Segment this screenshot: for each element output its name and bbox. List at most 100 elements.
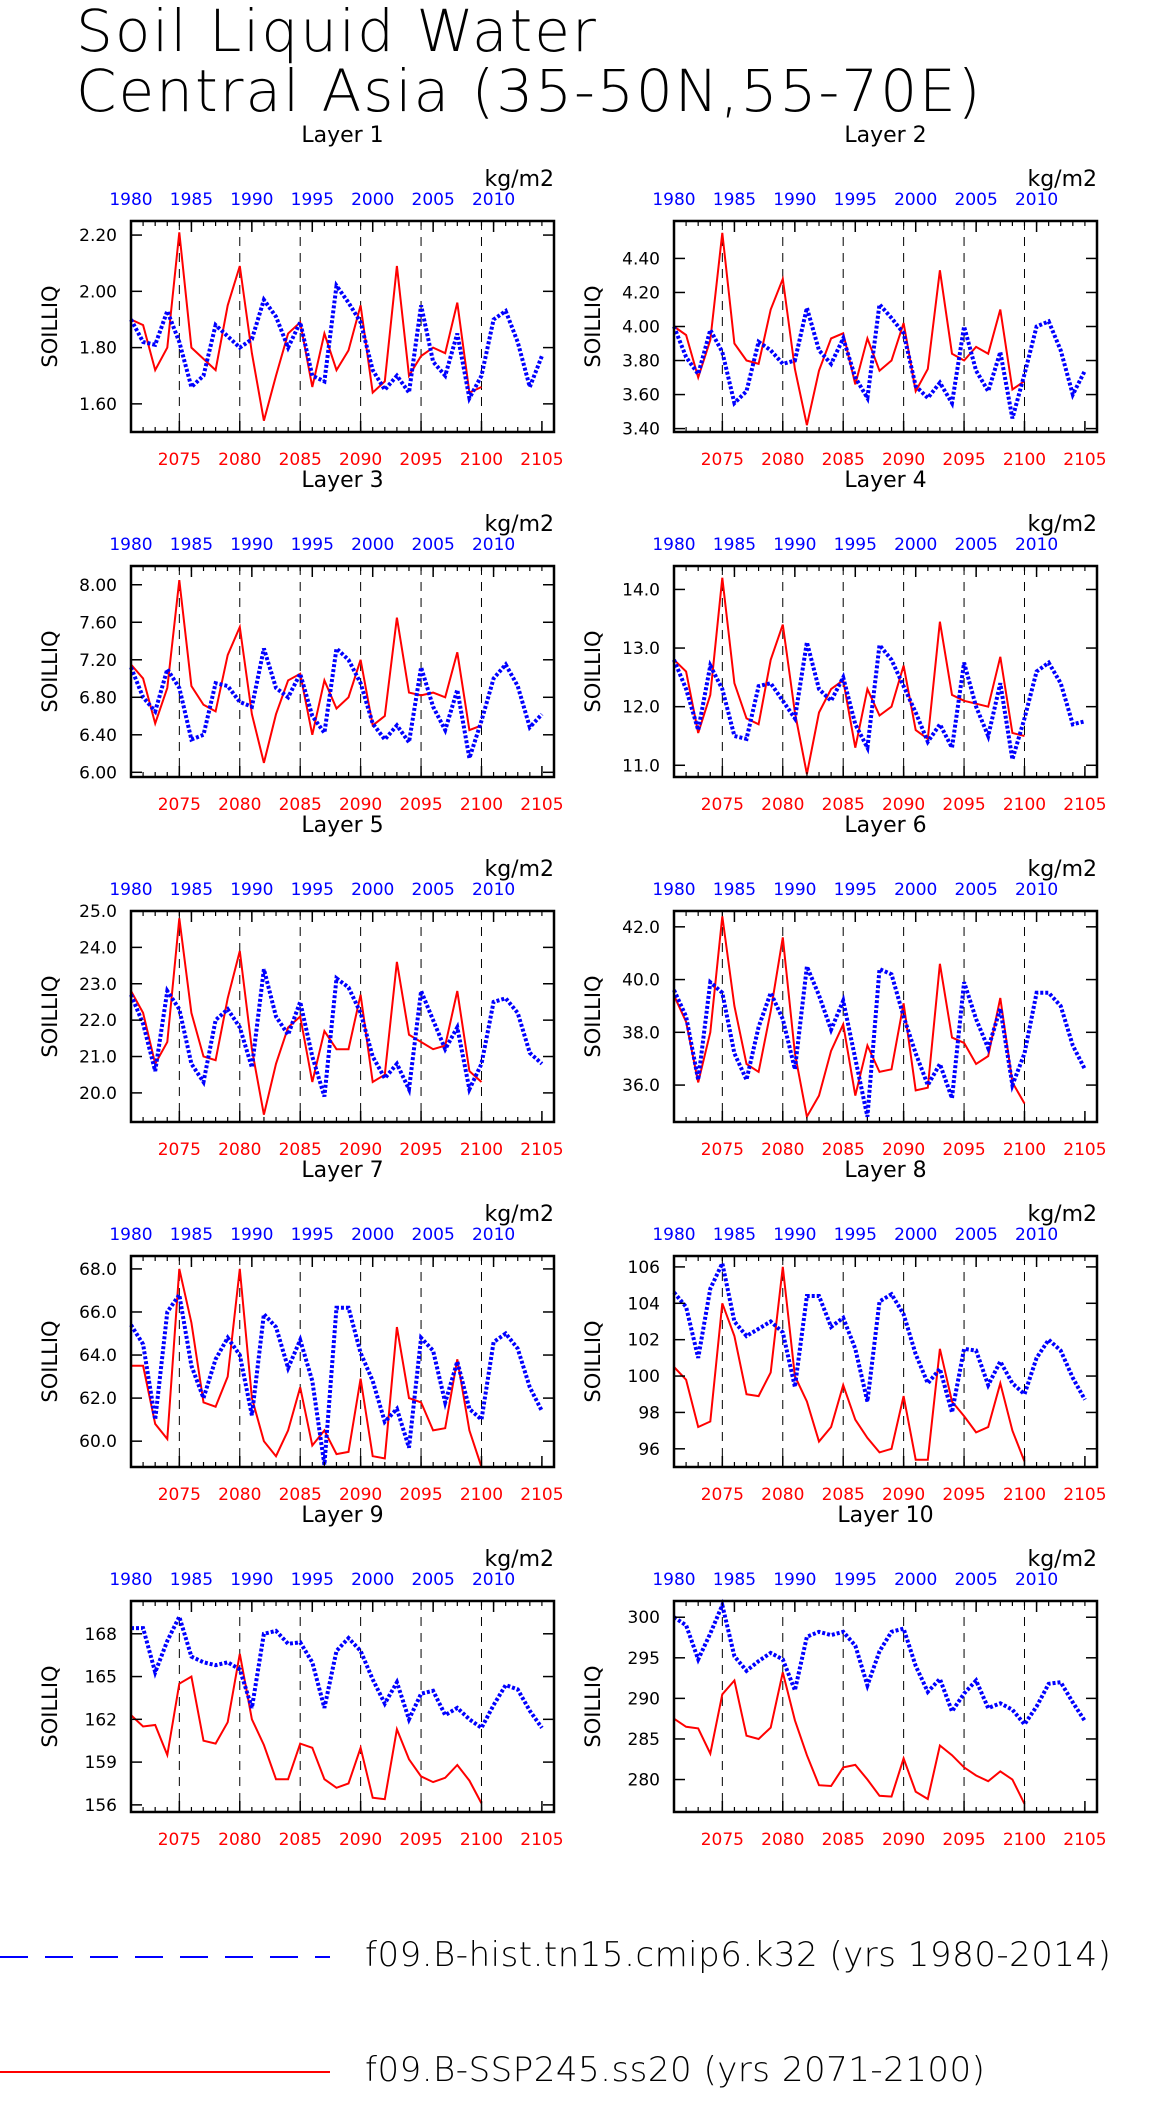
top-tick-label: 1980 [652,1570,695,1590]
bottom-tick-label: 2100 [1003,450,1046,470]
bottom-tick-label: 2090 [339,450,382,470]
top-tick-label: 2010 [472,535,515,555]
plot-frame [129,1254,556,1469]
top-tick-label: 1995 [291,1570,334,1590]
plot-frame [672,564,1099,779]
panel-title: Layer 10 [837,1503,933,1528]
top-tick-label: 1985 [170,1225,213,1245]
panel-layer-8: Layer 8 kg/m2 SOILLIQ 2075 2080 2085 2090 2095 2… [581,1158,1107,1505]
y-tick-label: 3.60 [622,386,660,406]
y-tick-label: 1.80 [79,339,117,359]
panel-layer-3: Layer 3 kg/m2 SOILLIQ 2075 2080 2085 2090 2095 2… [38,468,564,815]
plot-frame [129,1599,556,1814]
y-tick-label: 24.0 [79,938,117,958]
series-line-hist [129,280,544,405]
top-tick-label: 2000 [351,880,394,900]
top-tick-label: 2000 [894,1570,937,1590]
top-tick-label: 1995 [834,1570,877,1590]
y-axis-label: SOILLIQ [38,285,62,367]
top-tick-label: 1980 [109,1570,152,1590]
bottom-tick-label: 2075 [701,1485,744,1505]
bottom-tick-label: 2100 [460,1485,503,1505]
panel-layer-10: Layer 10 kg/m2 SOILLIQ 2075 2080 2085 2090 2095… [581,1503,1107,1850]
y-tick-label: 25.0 [79,902,117,922]
top-tick-label: 1995 [291,1225,334,1245]
y-tick-label: 6.40 [79,726,117,746]
series-line-hist [131,1611,544,1731]
y-tick-label: 285 [628,1730,660,1750]
bottom-tick-label: 2075 [701,1830,744,1850]
bottom-tick-label: 2085 [822,1485,865,1505]
top-tick-label: 1990 [230,1570,273,1590]
y-tick-label: 295 [628,1649,660,1669]
bottom-tick-label: 2105 [520,1485,563,1505]
top-tick-label: 1980 [109,535,152,555]
bottom-tick-label: 2085 [279,1830,322,1850]
y-tick-label: 22.0 [79,1011,117,1031]
panel-title: Layer 6 [844,813,926,838]
bottom-tick-label: 2080 [761,1485,804,1505]
bottom-tick-label: 2080 [218,1485,261,1505]
top-tick-label: 1980 [652,190,695,210]
series-line-hist [672,1257,1087,1413]
top-tick-label: 1990 [773,880,816,900]
series-line-hist [129,644,544,759]
bottom-tick-label: 2105 [1063,1140,1106,1160]
y-tick-label: 3.80 [622,352,660,372]
bottom-tick-label: 2105 [1063,450,1106,470]
series-line-ssp245 [673,577,1025,775]
y-tick-label: 100 [628,1367,660,1387]
chart-title-line1: Soil Liquid Water [76,0,598,65]
y-tick-label: 280 [628,1771,660,1791]
top-tick-label: 1980 [652,1225,695,1245]
y-tick-label: 11.0 [622,756,660,776]
bottom-tick-label: 2095 [942,1485,985,1505]
y-tick-label: 14.0 [622,580,660,600]
bottom-tick-label: 2090 [882,1140,925,1160]
bottom-tick-label: 2090 [882,1830,925,1850]
bottom-tick-label: 2090 [882,1485,925,1505]
bottom-tick-label: 2095 [942,1140,985,1160]
top-tick-label: 2010 [472,1225,515,1245]
y-tick-label: 1.60 [79,395,117,415]
bottom-tick-label: 2080 [761,1830,804,1850]
y-tick-label: 300 [628,1608,660,1628]
bottom-tick-label: 2100 [460,1140,503,1160]
bottom-tick-label: 2100 [460,450,503,470]
plot-frame [672,1599,1099,1814]
bottom-tick-label: 2100 [1003,1485,1046,1505]
plot-frame [129,564,556,779]
bottom-tick-label: 2085 [822,795,865,815]
units-label: kg/m2 [484,167,554,192]
bottom-tick-label: 2105 [1063,795,1106,815]
top-tick-label: 1990 [230,535,273,555]
y-axis-label: SOILLIQ [581,1665,605,1747]
y-tick-label: 4.40 [622,249,660,269]
series-line-ssp245 [673,1266,1026,1462]
y-axis-label: SOILLIQ [38,630,62,712]
y-tick-label: 7.60 [79,613,117,633]
y-tick-label: 165 [85,1668,117,1688]
y-tick-label: 4.00 [622,318,660,338]
top-tick-label: 2005 [412,1570,455,1590]
series-line-ssp245 [130,1653,483,1804]
units-label: kg/m2 [1027,857,1097,882]
bottom-tick-label: 2075 [158,1485,201,1505]
y-tick-label: 3.40 [622,420,660,440]
chart-title-line2: Central Asia (35-50N,55-70E) [76,57,983,125]
panel-layer-4: Layer 4 kg/m2 SOILLIQ 2075 2080 2085 2090 2095 2… [581,468,1107,815]
bottom-tick-label: 2080 [218,1140,261,1160]
bottom-tick-label: 2095 [399,795,442,815]
series-line-ssp245 [673,1672,1026,1805]
bottom-tick-label: 2075 [158,450,201,470]
y-tick-label: 36.0 [622,1076,660,1096]
top-tick-label: 1985 [713,880,756,900]
top-tick-label: 2005 [955,1225,998,1245]
top-tick-label: 1990 [230,1225,273,1245]
top-tick-label: 2000 [894,535,937,555]
bottom-tick-label: 2080 [761,795,804,815]
top-tick-label: 2010 [1015,535,1058,555]
y-tick-label: 62.0 [79,1389,117,1409]
panel-layer-5: Layer 5 kg/m2 SOILLIQ 2075 2080 2085 2090 2095 2… [38,813,564,1160]
plot-frame [672,1254,1099,1469]
